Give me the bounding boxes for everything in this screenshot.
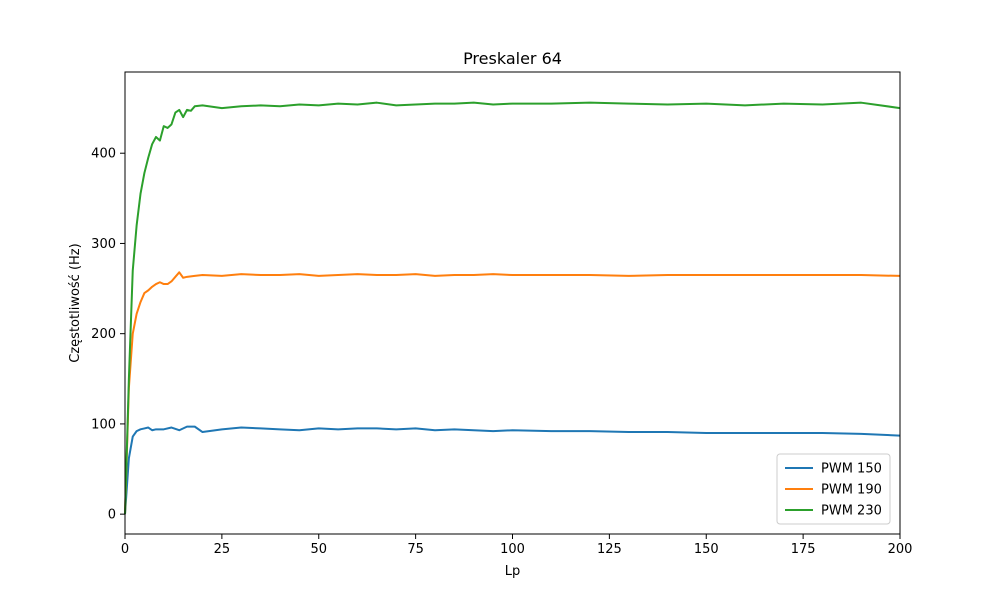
- x-tick-label: 0: [121, 542, 129, 557]
- legend-label-2: PWM 190: [821, 483, 882, 498]
- x-tick-label: 75: [407, 542, 424, 557]
- x-tick-label: 150: [694, 542, 719, 557]
- x-tick-label: 175: [791, 542, 816, 557]
- y-axis-label: Częstotliwość (Hz): [68, 243, 83, 362]
- x-tick-label: 125: [597, 542, 622, 557]
- series-line-2: [124, 271, 901, 515]
- series-layer: [124, 101, 901, 515]
- legend: PWM 150 PWM 190 PWM 230: [776, 453, 891, 525]
- y-tick-label: 0: [108, 508, 116, 523]
- series-line-3: [124, 101, 901, 515]
- x-tick-label: 200: [888, 542, 913, 557]
- y-tick-label: 400: [91, 147, 116, 162]
- x-tick-label: 50: [310, 542, 327, 557]
- chart-title: Preskaler 64: [463, 49, 562, 68]
- legend-label-1: PWM 150: [821, 462, 882, 477]
- y-tick-label: 300: [91, 237, 116, 252]
- legend-box: [776, 453, 891, 525]
- x-tick-label: 25: [214, 542, 231, 557]
- series-line-1: [124, 425, 901, 515]
- ticks-layer: 0 25 50 75 100 125 150 175 200 0 100 200 300 400: [91, 147, 912, 557]
- x-tick-label: 100: [500, 542, 525, 557]
- y-tick-label: 100: [91, 417, 116, 432]
- y-tick-label: 200: [91, 327, 116, 342]
- plot-area-frame: [124, 71, 901, 535]
- legend-label-3: PWM 230: [821, 504, 882, 519]
- x-axis-label: Lp: [505, 564, 521, 579]
